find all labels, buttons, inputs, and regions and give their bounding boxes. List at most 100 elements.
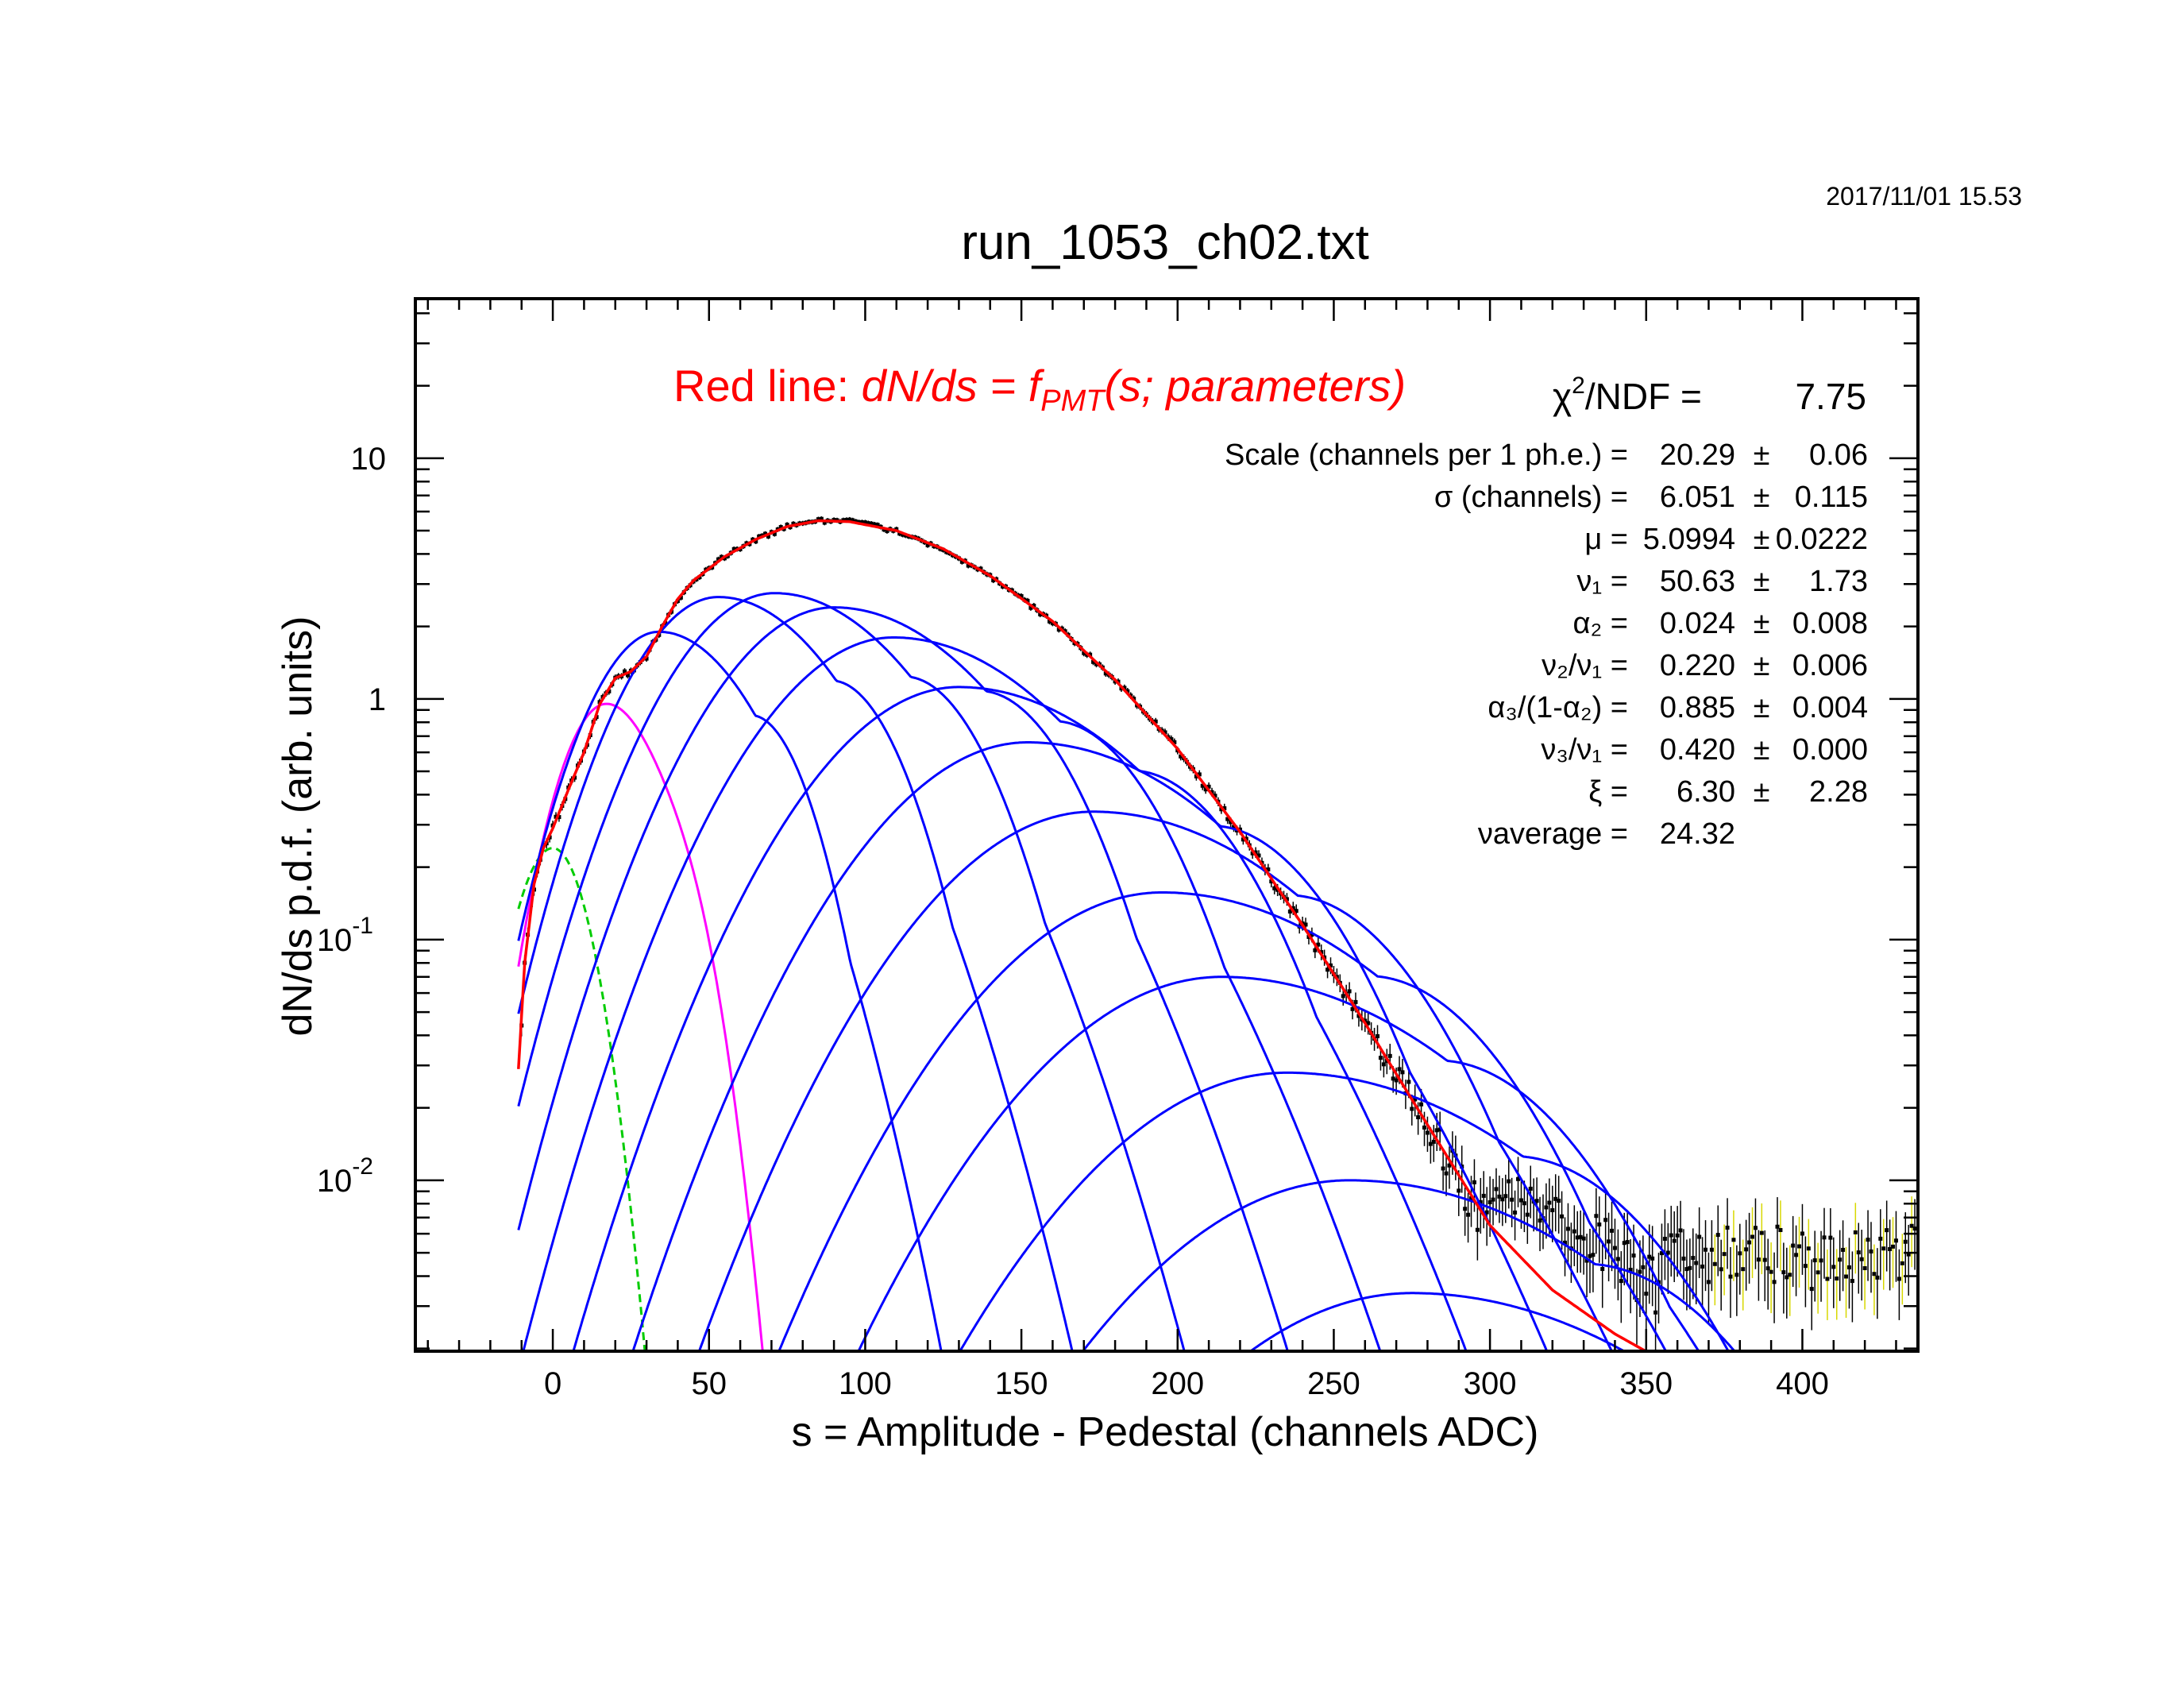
y-tick-label: 10-2 <box>317 1153 373 1199</box>
data-point <box>1491 1197 1495 1202</box>
data-point <box>1659 1251 1664 1256</box>
data-point <box>1241 837 1245 842</box>
data-point <box>875 523 880 527</box>
total-fit-curve <box>517 519 1649 1351</box>
data-point <box>1200 783 1205 788</box>
data-point <box>1694 1261 1699 1265</box>
fit-annotation-sub: PMT <box>1040 384 1106 418</box>
data-point <box>1478 1199 1483 1204</box>
x-tick-label: 250 <box>1307 1366 1360 1401</box>
fit-param-label: ν₃/ν₁ = <box>1541 733 1628 767</box>
data-point <box>1738 1251 1742 1256</box>
data-point <box>1353 999 1358 1004</box>
nphe-curve <box>857 975 1700 1351</box>
data-point <box>1594 1214 1599 1219</box>
data-point <box>1256 853 1261 858</box>
chart-title: run_1053_ch02.txt <box>961 215 1369 270</box>
data-point <box>1869 1249 1873 1253</box>
nphe-curve <box>778 891 1668 1351</box>
data-point <box>1413 1097 1418 1102</box>
data-point <box>772 531 777 536</box>
data-point <box>1681 1256 1686 1261</box>
data-point <box>1197 772 1202 777</box>
data-point <box>1194 774 1198 778</box>
data-point <box>719 554 723 559</box>
data-point <box>1578 1234 1583 1239</box>
data-point <box>1785 1275 1789 1280</box>
data-point <box>1769 1269 1773 1274</box>
data-point <box>1866 1238 1870 1242</box>
data-point <box>1622 1241 1626 1246</box>
data-point <box>1294 909 1298 914</box>
data-point <box>1741 1267 1746 1272</box>
data-point <box>625 673 630 678</box>
fit-param-pm: ± <box>1754 691 1770 724</box>
data-point <box>1653 1310 1658 1315</box>
data-point <box>1650 1256 1655 1261</box>
data-point <box>1325 968 1330 972</box>
data-point <box>1210 790 1214 794</box>
data-point <box>1425 1130 1430 1135</box>
data-point <box>716 557 721 562</box>
chi2-exponent: 2 <box>1572 373 1585 399</box>
data-point <box>1503 1194 1508 1199</box>
data-point <box>1350 1006 1355 1011</box>
y-tick-base: 10 <box>317 923 353 958</box>
fit-param-error: 1.73 <box>1809 565 1868 598</box>
data-point <box>1310 933 1314 937</box>
data-point <box>1253 850 1258 855</box>
data-point <box>1838 1257 1843 1262</box>
data-point <box>1397 1067 1402 1072</box>
data-point <box>731 547 736 551</box>
data-point <box>754 539 758 544</box>
fit-param-value: 0.024 <box>1660 607 1735 640</box>
data-point <box>1778 1227 1783 1232</box>
chi2-symbol: χ <box>1553 376 1572 417</box>
data-point <box>1610 1228 1615 1233</box>
data-point <box>1203 787 1208 792</box>
nphe-curve <box>1081 1179 1737 1351</box>
data-point <box>844 517 849 522</box>
fit-param-error: 0.006 <box>1792 649 1868 682</box>
fit-param-pm: ± <box>1754 565 1770 598</box>
fit-param-pm: ± <box>1754 775 1770 809</box>
data-point <box>763 531 768 536</box>
data-point <box>1684 1267 1689 1272</box>
data-point <box>1428 1141 1433 1146</box>
fit-param-label: ν₁ = <box>1576 565 1628 598</box>
data-point <box>1434 1128 1439 1133</box>
data-point <box>1356 1014 1361 1018</box>
data-point <box>1513 1210 1518 1215</box>
data-point <box>1615 1257 1620 1261</box>
y-tick-exponent: -1 <box>352 913 373 939</box>
data-point <box>1366 1021 1371 1026</box>
fit-param-value: 20.29 <box>1660 438 1735 472</box>
data-point <box>816 517 820 522</box>
data-point <box>1600 1267 1605 1272</box>
data-point <box>1803 1264 1808 1269</box>
data-point <box>1591 1253 1596 1257</box>
fit-param-pm: ± <box>1754 649 1770 682</box>
fit-param-label: α₃/(1-α₂) = <box>1488 691 1628 724</box>
x-tick-label: 50 <box>691 1366 727 1401</box>
y-tick-label: 10 <box>351 442 387 477</box>
data-point <box>1885 1228 1889 1233</box>
data-point <box>1688 1265 1692 1270</box>
fit-param-pm: ± <box>1754 733 1770 767</box>
fit-annotation-lhs: dN/ds = f <box>862 361 1045 411</box>
data-point <box>1497 1194 1502 1199</box>
data-point <box>1669 1233 1673 1238</box>
data-point <box>959 559 964 564</box>
data-point <box>1859 1257 1864 1261</box>
fit-param-pm: ± <box>1754 523 1770 556</box>
data-point <box>1313 948 1318 952</box>
fit-param-value: 0.220 <box>1660 649 1735 682</box>
data-point <box>885 529 889 534</box>
y-tick-base: 10 <box>351 442 387 477</box>
data-point <box>1091 659 1096 664</box>
data-point <box>1700 1264 1705 1269</box>
fit-annotation-prefix: Red line: <box>673 361 862 411</box>
data-point <box>1888 1246 1893 1251</box>
data-point <box>1853 1230 1858 1234</box>
